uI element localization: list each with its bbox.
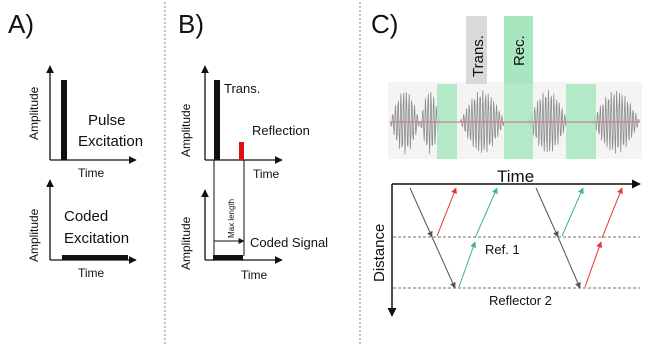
coded-signal-bar: [213, 255, 243, 260]
waveform-burst: [389, 92, 420, 155]
transmit-pulse-bar: [214, 80, 220, 160]
b-bottom-xlabel: Time: [241, 268, 268, 282]
ray-down-2b: [557, 236, 581, 289]
waveform-burst: [459, 90, 505, 153]
waveform-burst: [419, 91, 441, 154]
ray-up-1a: [436, 187, 457, 237]
b-top-ylabel: Amplitude: [179, 103, 193, 157]
a-top-xlabel: Time: [78, 166, 105, 180]
pulse-excitation-bar: [61, 80, 67, 160]
coded-label: Coded: [64, 208, 108, 225]
b-bottom-ylabel: Amplitude: [179, 216, 193, 270]
coded-excitation-label: Excitation: [64, 230, 129, 247]
panel-c-label: C): [371, 9, 398, 39]
trans-window: [466, 16, 487, 84]
rec-window: [504, 16, 533, 84]
panel-a: A) Amplitude Time Pulse Excitation Ampli…: [8, 9, 143, 280]
trans-label: Trans.: [224, 81, 260, 96]
ray-up-1b: [458, 241, 477, 288]
a-bottom-ylabel: Amplitude: [27, 208, 41, 262]
time-label: Time: [497, 167, 534, 186]
ray-down-1b: [431, 236, 456, 289]
ray-up-2c: [601, 187, 623, 239]
coded-signal-label: Coded Signal: [250, 235, 328, 250]
panel-a-label: A): [8, 9, 34, 39]
b-top-xlabel: Time: [253, 167, 280, 181]
distance-label: Distance: [371, 224, 388, 282]
panel-b-label: B): [178, 9, 204, 39]
waveform: [389, 89, 640, 155]
waveform-burst: [528, 89, 568, 153]
panel-b: B) Amplitude Time Trans. Reflection Max …: [178, 9, 328, 282]
rec-window-label: Rec.: [511, 35, 528, 66]
panel-c: C) Trans. Rec. Time Distance Ref. 1 Refl…: [371, 9, 642, 317]
max-length-label: Max length: [227, 199, 236, 238]
ray-down-1a: [409, 187, 433, 238]
ray-up-2a: [561, 187, 584, 237]
ray-up-1c: [474, 187, 498, 239]
pulse-label: Pulse: [88, 112, 126, 129]
reflector-1-label: Ref. 1: [485, 242, 520, 257]
trans-window-label: Trans.: [470, 35, 487, 77]
pulse-excitation-label: Excitation: [78, 133, 143, 150]
a-bottom-xlabel: Time: [78, 266, 105, 280]
reflector-2-label: Reflector 2: [489, 293, 552, 308]
ray-down-2a: [535, 187, 559, 238]
coded-excitation-bar: [62, 255, 128, 260]
waveform-burst: [591, 90, 640, 154]
ray-up-2b: [584, 241, 603, 288]
a-top-ylabel: Amplitude: [27, 86, 41, 140]
reflection-label: Reflection: [252, 123, 310, 138]
reflection-pulse-bar: [239, 142, 244, 160]
